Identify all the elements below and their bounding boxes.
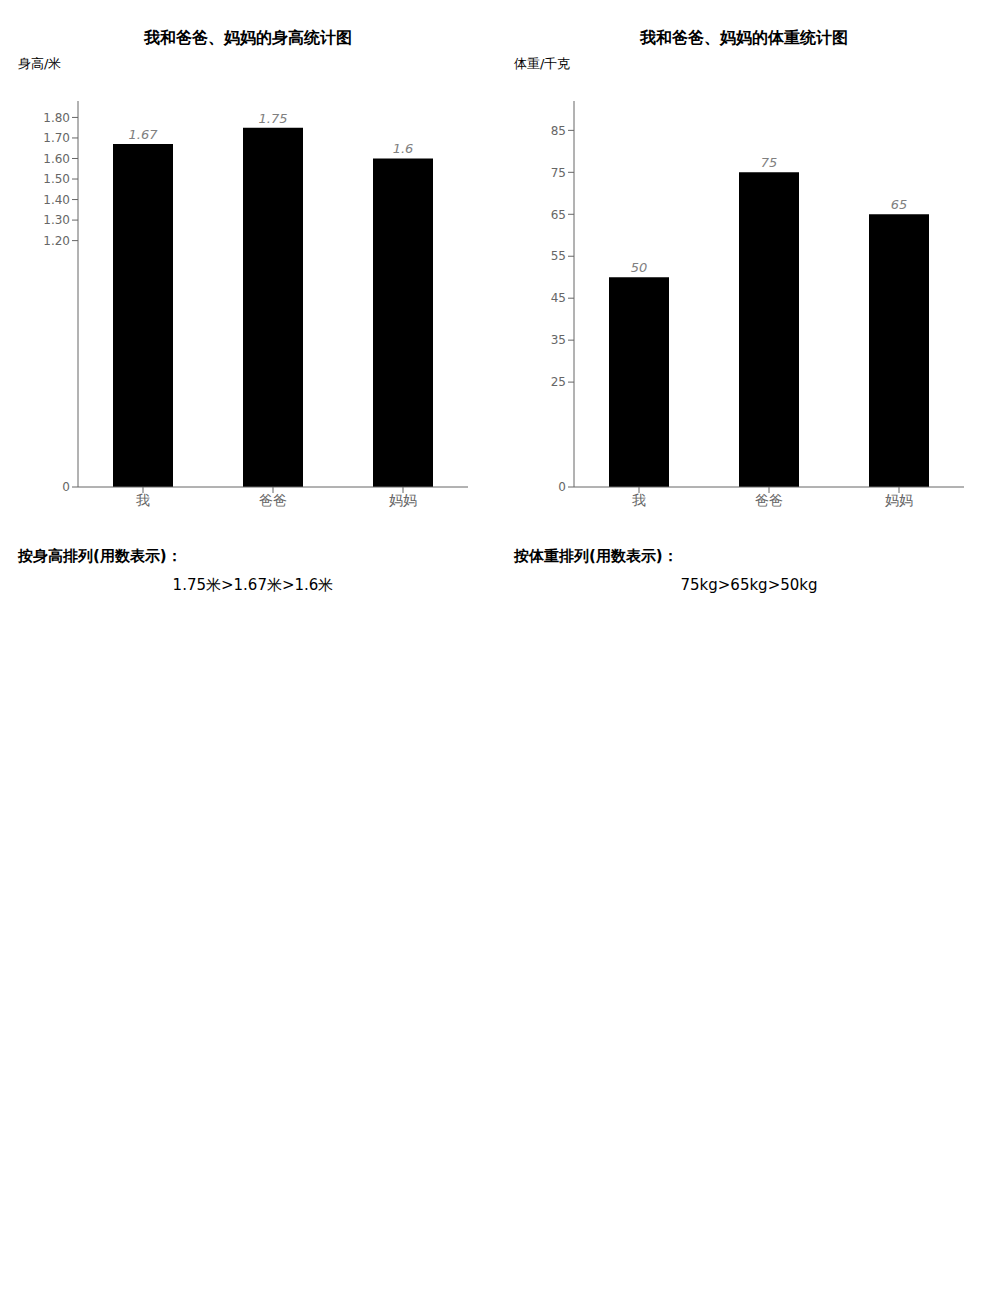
html-text:按身高排列(用数表示)：: 按身高排列(用数表示)： [18, 547, 182, 565]
svg-text:65: 65 [551, 208, 566, 222]
svg-text:爸爸: 爸爸 [755, 492, 783, 508]
html-text:75kg>65kg>50kg: 75kg>65kg>50kg [680, 576, 818, 594]
svg-text:75: 75 [761, 155, 778, 170]
svg-text:1.6: 1.6 [393, 141, 414, 156]
svg-text:1.60: 1.60 [43, 152, 70, 166]
html-text:体重/千克: 体重/千克 [514, 56, 571, 71]
svg-text:1.80: 1.80 [43, 111, 70, 125]
svg-text:1.67: 1.67 [129, 127, 159, 142]
svg-text:0: 0 [62, 480, 70, 494]
svg-text:0: 0 [558, 480, 566, 494]
html-text:1.75米>1.67米>1.6米: 1.75米>1.67米>1.6米 [172, 576, 334, 594]
html-text:身高/米: 身高/米 [18, 56, 62, 71]
svg-text:25: 25 [551, 375, 566, 389]
svg-text:爸爸: 爸爸 [259, 492, 287, 508]
html-text:我和爸爸、妈妈的身高统计图: 我和爸爸、妈妈的身高统计图 [144, 28, 352, 47]
svg-text:我: 我 [136, 492, 150, 508]
svg-text:55: 55 [551, 249, 566, 263]
svg-text:1.30: 1.30 [43, 213, 70, 227]
svg-text:1.20: 1.20 [43, 234, 70, 248]
svg-text:85: 85 [551, 124, 566, 138]
svg-text:1.75: 1.75 [259, 111, 288, 126]
html-text:按体重排列(用数表示)：: 按体重排列(用数表示)： [514, 547, 678, 565]
svg-text:65: 65 [891, 197, 908, 212]
svg-text:1.70: 1.70 [43, 131, 70, 145]
svg-text:35: 35 [551, 333, 566, 347]
svg-text:妈妈: 妈妈 [389, 492, 417, 508]
html-text:我和爸爸、妈妈的体重统计图: 我和爸爸、妈妈的体重统计图 [640, 28, 848, 47]
svg-text:1.40: 1.40 [43, 193, 70, 207]
svg-text:我: 我 [632, 492, 646, 508]
svg-text:1.50: 1.50 [43, 172, 70, 186]
svg-text:50: 50 [631, 260, 648, 275]
svg-text:45: 45 [551, 291, 566, 305]
svg-text:75: 75 [551, 166, 566, 180]
svg-text:妈妈: 妈妈 [885, 492, 913, 508]
